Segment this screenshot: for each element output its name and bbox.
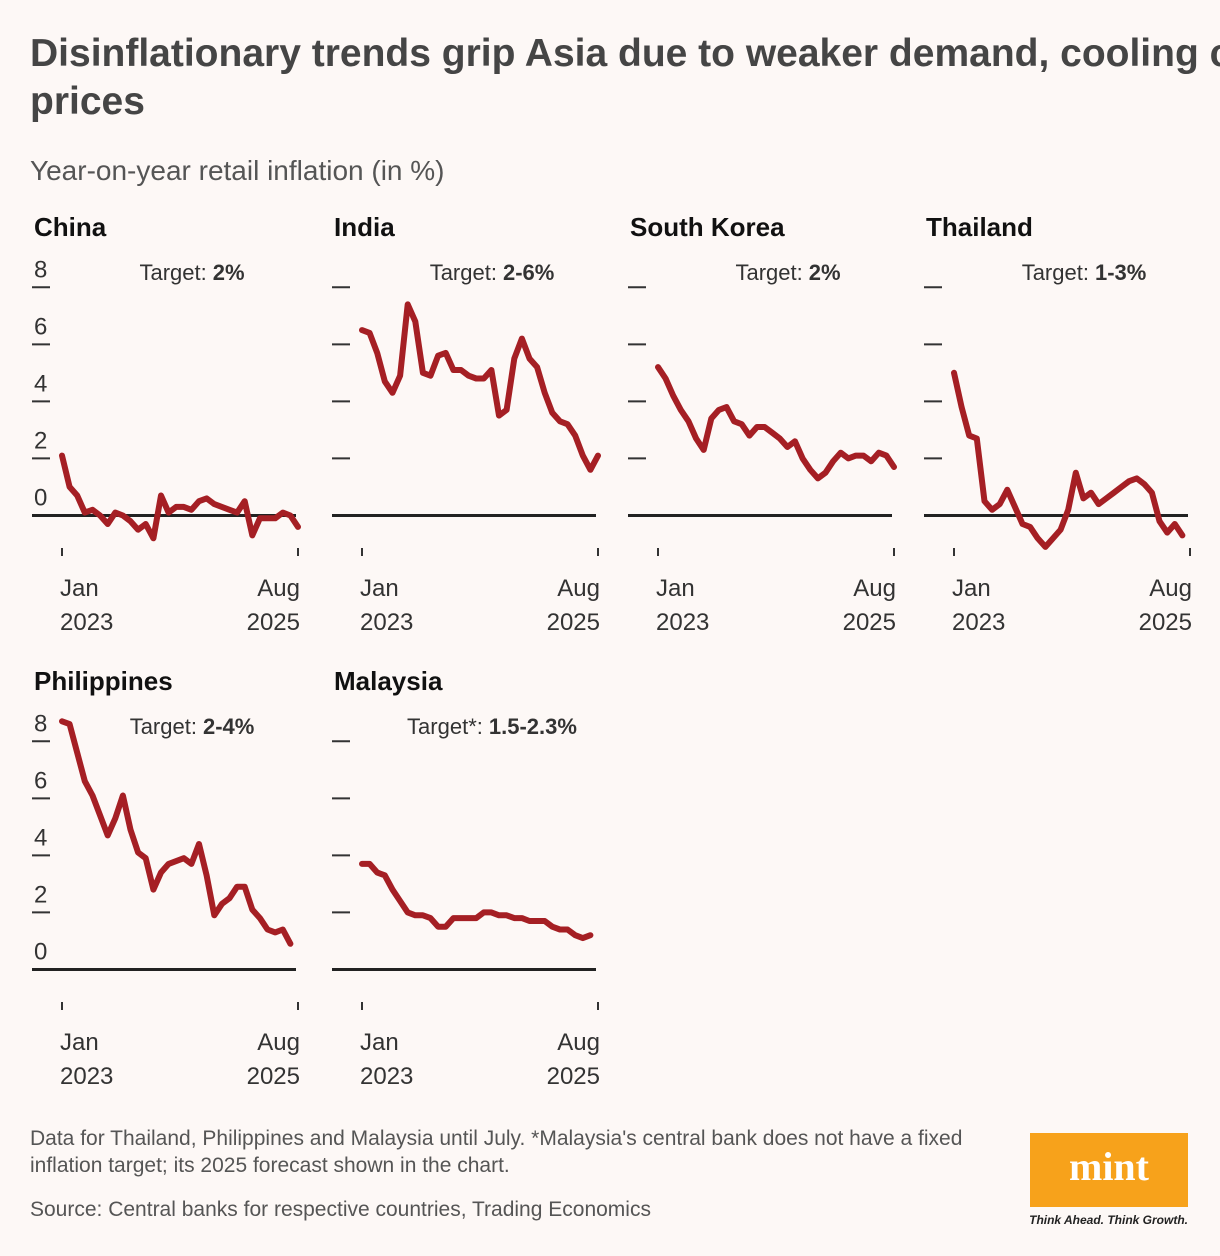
x-tick-label: Jan 2023 xyxy=(60,1029,113,1090)
panel: Philippines Target: 2-4% 0 2 4 6 8 Jan 2023 Aug 202… xyxy=(32,666,300,1090)
x-tick-label-line: 2023 xyxy=(360,1063,413,1090)
y-tick-label: 4 xyxy=(34,824,47,851)
panel: Thailand Target: 1-3% Jan 2023 Aug 2025 xyxy=(924,212,1192,636)
target-label: Target: xyxy=(735,260,802,285)
series-line xyxy=(951,369,1186,550)
x-tick-label: Jan 2023 xyxy=(360,1029,413,1090)
x-tick-label: Jan 2023 xyxy=(360,575,413,636)
panel: India Target: 2-6% Jan 2023 Aug 2025 xyxy=(332,212,601,636)
y-tick-label: 6 xyxy=(34,313,47,340)
panel-title: India xyxy=(334,212,395,242)
x-tick-label-line: Jan xyxy=(952,575,991,602)
x-tick-label-line: 2023 xyxy=(360,609,413,636)
panel-title: South Korea xyxy=(630,212,785,242)
note-box: Data for Thailand, Philippines and Malay… xyxy=(30,1127,963,1177)
y-tick-label: 6 xyxy=(34,767,47,794)
x-tick-label: Aug 2025 xyxy=(247,575,300,636)
x-tick-label: Jan 2023 xyxy=(656,575,709,636)
x-tick-label-line: Jan xyxy=(360,1029,399,1056)
target-annotation: Target: 2-6% xyxy=(430,260,555,285)
series-line xyxy=(359,860,594,942)
x-tick-label-line: Aug xyxy=(257,1029,300,1056)
y-tick-label: 8 xyxy=(34,710,47,737)
x-tick-label-line: 2023 xyxy=(60,609,113,636)
target-label: Target: xyxy=(1022,260,1089,285)
title-line-part: prices xyxy=(30,80,145,123)
x-tick-label-line: Aug xyxy=(1149,575,1192,602)
panel-title: Thailand xyxy=(926,212,1033,242)
logo-box xyxy=(1030,1133,1188,1207)
target-label: Target: xyxy=(139,260,206,285)
note: Data for Thailand, Philippines and Malay… xyxy=(30,1127,963,1177)
x-tick-label-line: 2025 xyxy=(247,609,300,636)
target-annotation: Target: 2% xyxy=(139,260,244,285)
y-tick-label: 8 xyxy=(34,256,47,283)
x-tick-label-line: Aug xyxy=(557,575,600,602)
y-tick-label: 0 xyxy=(34,484,47,511)
x-tick-label: Aug 2025 xyxy=(547,575,600,636)
x-tick-label-line: Jan xyxy=(360,575,399,602)
target-label: Target: xyxy=(430,260,497,285)
x-tick-label-line: 2023 xyxy=(656,609,709,636)
panel-title: Philippines xyxy=(34,666,173,696)
x-tick-label-line: 2025 xyxy=(247,1063,300,1090)
target-label: Target: xyxy=(130,714,197,739)
x-tick-label: Jan 2023 xyxy=(952,575,1005,636)
target-annotation: Target: 2-4% xyxy=(130,714,255,739)
x-tick-label: Jan 2023 xyxy=(60,575,113,636)
x-tick-label-line: 2025 xyxy=(547,1063,600,1090)
target-annotation: Target: 2% xyxy=(735,260,840,285)
panel: Malaysia Target*: 1.5-2.3% Jan 2023 Aug 2025 xyxy=(332,666,600,1090)
target-value: 2% xyxy=(809,260,841,285)
x-tick-label-line: Aug xyxy=(257,575,300,602)
panel: South Korea Target: 2% Jan 2023 Aug 2025 xyxy=(628,212,897,636)
x-tick-label-line: Jan xyxy=(60,1029,99,1056)
x-tick-label: Aug 2025 xyxy=(247,1029,300,1090)
panel: China Target: 2% 0 2 4 6 8 Jan 2023 Aug 2025 xyxy=(32,212,301,636)
panel-title: Malaysia xyxy=(334,666,443,696)
x-tick-label-line: 2025 xyxy=(843,609,896,636)
x-tick-label-line: 2023 xyxy=(60,1063,113,1090)
x-tick-label: Aug 2025 xyxy=(1139,575,1192,636)
y-tick-label: 2 xyxy=(34,881,47,908)
title-line: Disinflationary trends grip Asia due to … xyxy=(30,32,1220,123)
y-tick-label: 0 xyxy=(34,938,47,965)
series-line xyxy=(59,718,294,947)
series-line xyxy=(59,452,301,542)
target-value: 1-3% xyxy=(1095,260,1146,285)
target-annotation: Target: 1-3% xyxy=(1022,260,1147,285)
x-tick-label-line: 2025 xyxy=(1139,609,1192,636)
target-value: 2% xyxy=(213,260,245,285)
target-label: Target*: xyxy=(407,714,483,739)
target-value: 2-6% xyxy=(503,260,554,285)
y-tick-label: 2 xyxy=(34,427,47,454)
series-line xyxy=(655,364,897,482)
y-tick-label: 4 xyxy=(34,370,47,397)
series-line xyxy=(359,301,601,473)
x-tick-label-line: 2025 xyxy=(547,609,600,636)
target-value: 1.5-2.3% xyxy=(489,714,577,739)
tagline: Think Ahead. Think Growth. xyxy=(1029,1213,1188,1227)
title-line-part: Disinflationary trends grip Asia due to … xyxy=(30,32,1220,75)
logo: mint xyxy=(1069,1144,1150,1189)
x-tick-label: Aug 2025 xyxy=(547,1029,600,1090)
x-tick-label-line: Aug xyxy=(557,1029,600,1056)
x-tick-label-line: 2023 xyxy=(952,609,1005,636)
panel-title: China xyxy=(34,212,107,242)
target-annotation: Target*: 1.5-2.3% xyxy=(407,714,577,739)
x-tick-label-line: Jan xyxy=(656,575,695,602)
x-tick-label: Aug 2025 xyxy=(843,575,896,636)
x-tick-label-line: Jan xyxy=(60,575,99,602)
subtitle: Year-on-year retail inflation (in %) xyxy=(30,155,445,186)
target-value: 2-4% xyxy=(203,714,254,739)
x-tick-label-line: Aug xyxy=(853,575,896,602)
source: Source: Central banks for respective cou… xyxy=(30,1198,651,1221)
